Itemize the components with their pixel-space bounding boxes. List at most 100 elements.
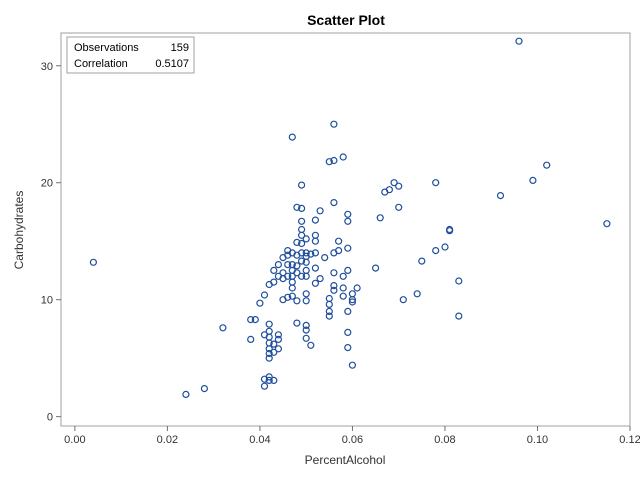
data-point: [270, 278, 278, 286]
data-point: [265, 354, 273, 362]
data-point: [344, 266, 352, 274]
data-point: [302, 297, 310, 305]
data-point: [441, 243, 449, 251]
data-point: [316, 207, 324, 215]
data-point: [260, 382, 269, 390]
data-point: [270, 340, 278, 348]
x-tick-label: 0.00: [64, 434, 85, 446]
data-point: [455, 312, 463, 320]
stats-correlation-label: Correlation: [74, 58, 128, 70]
stats-observations-value: 159: [171, 42, 189, 54]
data-point: [339, 292, 347, 300]
x-tick-label: 0.06: [342, 434, 363, 446]
stats-inset: Observations 159 Correlation 0.5107: [66, 36, 195, 74]
data-point: [353, 284, 361, 292]
data-point: [265, 320, 273, 328]
data-point: [288, 292, 296, 300]
y-axis: 0 10 20 30: [41, 61, 61, 424]
x-tick-label: 0.10: [527, 434, 548, 446]
data-point: [325, 294, 333, 303]
data-point: [311, 264, 319, 272]
data-point: [270, 266, 278, 274]
data-point: [372, 264, 380, 272]
data-point: [265, 349, 273, 358]
data-point: [325, 158, 333, 166]
data-point: [399, 296, 407, 304]
data-point: [288, 284, 296, 292]
x-tick-label: 0.08: [434, 434, 455, 446]
x-tick-label: 0.04: [249, 434, 270, 446]
stats-correlation-value: 0.5107: [155, 58, 189, 70]
data-point: [302, 258, 310, 266]
data-point: [302, 266, 310, 274]
data-point: [265, 376, 273, 384]
data-point: [302, 321, 310, 329]
data-point: [330, 269, 338, 277]
plot-area-frame: [60, 32, 631, 427]
data-point: [265, 373, 273, 381]
data-point: [293, 203, 301, 211]
data-point: [311, 237, 319, 245]
data-point: [200, 385, 208, 393]
data-point: [311, 216, 319, 224]
data-point: [413, 290, 421, 298]
chart-title: Scatter Plot: [307, 12, 385, 28]
y-tick-label: 20: [41, 178, 53, 190]
data-point: [293, 269, 301, 277]
data-point: [293, 238, 301, 246]
data-point: [321, 254, 329, 262]
data-point: [256, 299, 264, 307]
data-point: [302, 334, 310, 342]
data-point: [265, 327, 273, 335]
data-point: [395, 203, 403, 211]
data-point: [311, 249, 319, 257]
data-point: [330, 199, 338, 207]
data-point: [330, 120, 338, 128]
data-point: [298, 204, 306, 212]
data-point: [298, 217, 306, 225]
data-point: [330, 286, 338, 294]
data-point: [302, 290, 310, 298]
data-point: [432, 179, 440, 187]
data-point: [316, 275, 324, 283]
y-tick-label: 0: [47, 412, 53, 424]
data-point: [219, 324, 227, 332]
data-point: [344, 307, 352, 315]
data-point: [432, 247, 440, 255]
data-point: [344, 210, 352, 218]
data-point: [298, 257, 306, 265]
data-point: [311, 231, 319, 239]
data-point: [348, 296, 356, 304]
data-point: [251, 316, 259, 324]
data-point: [284, 261, 292, 269]
data-point: [344, 244, 352, 252]
data-point: [330, 282, 338, 290]
data-point: [376, 214, 384, 222]
x-tick-label: 0.02: [157, 434, 178, 446]
data-point: [325, 307, 333, 315]
data-point: [311, 279, 319, 287]
data-point: [270, 348, 278, 356]
data-points: [89, 37, 611, 398]
data-point: [344, 217, 352, 225]
data-point: [307, 341, 315, 349]
data-point: [182, 390, 190, 398]
data-point: [515, 37, 523, 45]
data-point: [348, 290, 356, 298]
data-point: [446, 227, 454, 235]
data-point: [543, 161, 551, 169]
data-point: [335, 237, 343, 245]
data-point: [496, 192, 505, 200]
data-point: [284, 272, 292, 280]
y-tick-label: 10: [41, 295, 53, 307]
data-point: [288, 133, 296, 141]
data-point: [390, 179, 398, 187]
data-point: [455, 277, 463, 285]
data-point: [330, 156, 338, 165]
data-point: [302, 326, 310, 334]
data-point: [344, 344, 352, 352]
data-point: [339, 272, 347, 280]
data-point: [325, 312, 333, 320]
y-axis-label: Carbohydrates: [12, 191, 26, 270]
